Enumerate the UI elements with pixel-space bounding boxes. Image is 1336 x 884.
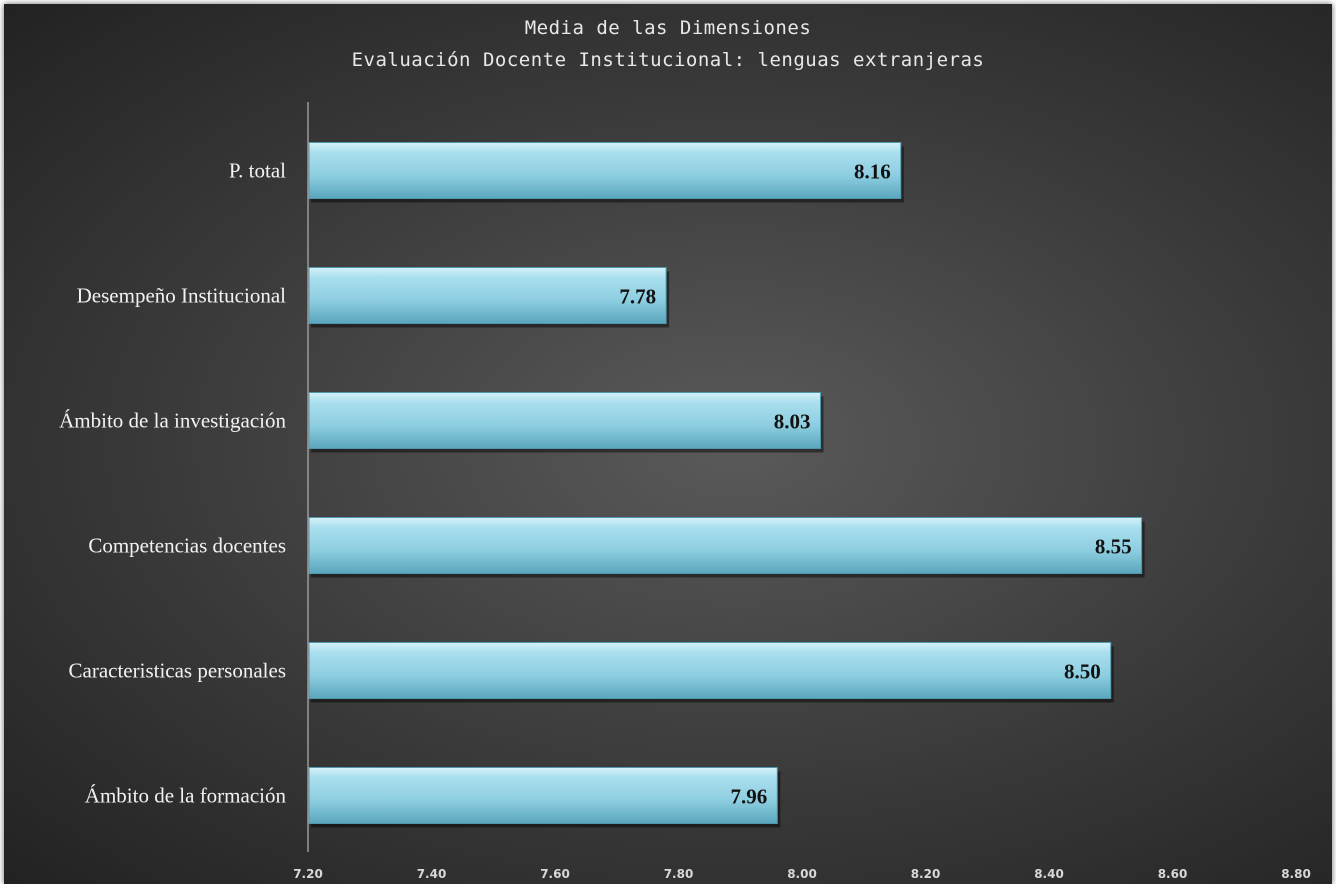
bar bbox=[308, 392, 822, 449]
category-label: Ámbito de la investigación bbox=[59, 409, 286, 433]
bar-value-label: 8.50 bbox=[1064, 660, 1101, 684]
bar bbox=[308, 642, 1112, 699]
bar-chart: Media de las Dimensiones Evaluación Doce… bbox=[59, 17, 1311, 881]
x-tick-label: 7.80 bbox=[664, 867, 694, 881]
x-tick-label: 8.60 bbox=[1158, 867, 1188, 881]
bar-value-label: 7.96 bbox=[731, 785, 768, 809]
chart-subtitle: Evaluación Docente Institucional: lengua… bbox=[352, 49, 985, 71]
x-tick-label: 7.40 bbox=[417, 867, 447, 881]
bar bbox=[308, 142, 902, 199]
bar-value-label: 8.55 bbox=[1095, 535, 1132, 559]
bar-value-label: 8.03 bbox=[774, 410, 811, 434]
bar bbox=[308, 267, 667, 324]
x-tick-label: 8.40 bbox=[1034, 867, 1064, 881]
chart-frame: Media de las Dimensiones Evaluación Doce… bbox=[4, 4, 1332, 884]
x-tick-label: 7.60 bbox=[540, 867, 570, 881]
category-label: P. total bbox=[229, 159, 286, 183]
bar bbox=[308, 767, 778, 824]
bar-value-label: 7.78 bbox=[619, 285, 656, 309]
x-tick-label: 7.20 bbox=[293, 867, 323, 881]
chart-title: Media de las Dimensiones bbox=[525, 17, 812, 39]
category-label: Caracteristicas personales bbox=[69, 659, 287, 683]
bar bbox=[308, 517, 1143, 574]
category-label: Competencias docentes bbox=[88, 534, 286, 558]
bar-value-label: 8.16 bbox=[854, 160, 891, 184]
x-tick-label: 8.00 bbox=[787, 867, 817, 881]
category-label: Ámbito de la formación bbox=[85, 784, 287, 808]
x-tick-label: 8.80 bbox=[1281, 867, 1311, 881]
x-tick-label: 8.20 bbox=[911, 867, 941, 881]
category-label: Desempeño Institucional bbox=[77, 284, 287, 308]
